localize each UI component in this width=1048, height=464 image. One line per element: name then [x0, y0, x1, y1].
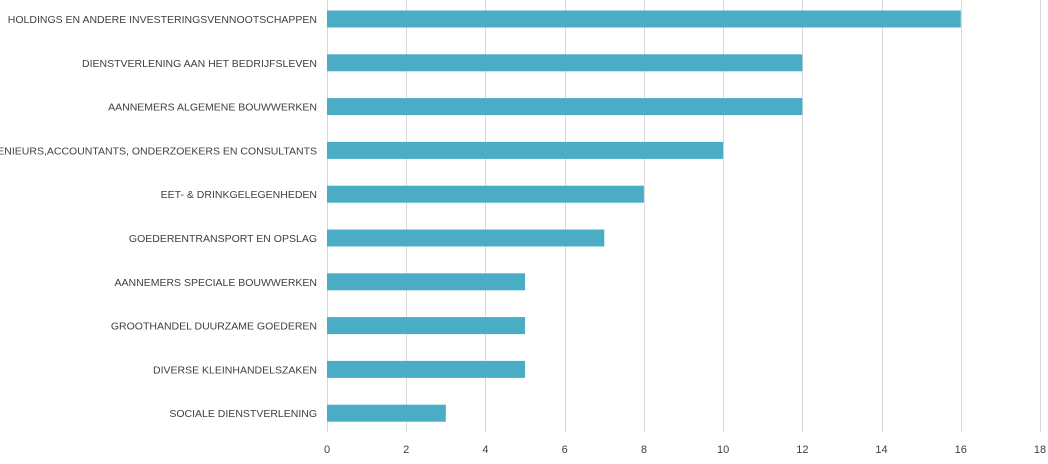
bar: [327, 317, 526, 335]
x-tick-label: 16: [955, 444, 967, 456]
x-tick-label: 0: [324, 444, 330, 456]
x-tick-label: 14: [875, 444, 887, 456]
category-label: INGENIEURS,ACCOUNTANTS, ONDERZOEKERS EN …: [0, 145, 317, 157]
category-label: HOLDINGS EN ANDERE INVESTERINGSVENNOOTSC…: [8, 14, 317, 26]
category-label: AANNEMERS SPECIALE BOUWWERKEN: [115, 277, 317, 289]
bar: [327, 54, 803, 72]
category-labels: HOLDINGS EN ANDERE INVESTERINGSVENNOOTSC…: [0, 14, 317, 420]
x-tick-label: 10: [717, 444, 729, 456]
gridlines: [327, 0, 1041, 432]
category-label: EET- & DRINKGELEGENHEDEN: [161, 189, 317, 201]
x-axis-tick-labels: 0 2 4 6 8 10 12 14 16 18: [324, 444, 1046, 456]
category-label: SOCIALE DIENSTVERLENING: [169, 408, 317, 420]
category-label: DIENSTVERLENING AAN HET BEDRIJFSLEVEN: [82, 58, 317, 70]
x-tick-label: 6: [562, 444, 568, 456]
x-tick-label: 12: [796, 444, 808, 456]
x-tick-label: 4: [482, 444, 488, 456]
bars: [327, 10, 961, 422]
bar: [327, 273, 526, 291]
bar: [327, 10, 961, 28]
x-tick-label: 18: [1034, 444, 1046, 456]
x-tick-label: 8: [641, 444, 647, 456]
bar: [327, 185, 644, 203]
category-label: GROOTHANDEL DUURZAME GOEDEREN: [111, 321, 317, 333]
bar: [327, 404, 446, 422]
bar: [327, 141, 724, 159]
category-label: GOEDERENTRANSPORT EN OPSLAG: [129, 233, 317, 245]
category-label: AANNEMERS ALGEMENE BOUWWERKEN: [108, 102, 317, 114]
bar: [327, 98, 803, 116]
x-tick-label: 2: [403, 444, 409, 456]
bar: [327, 229, 605, 247]
bar: [327, 360, 526, 378]
category-label: DIVERSE KLEINHANDELSZAKEN: [153, 364, 317, 376]
